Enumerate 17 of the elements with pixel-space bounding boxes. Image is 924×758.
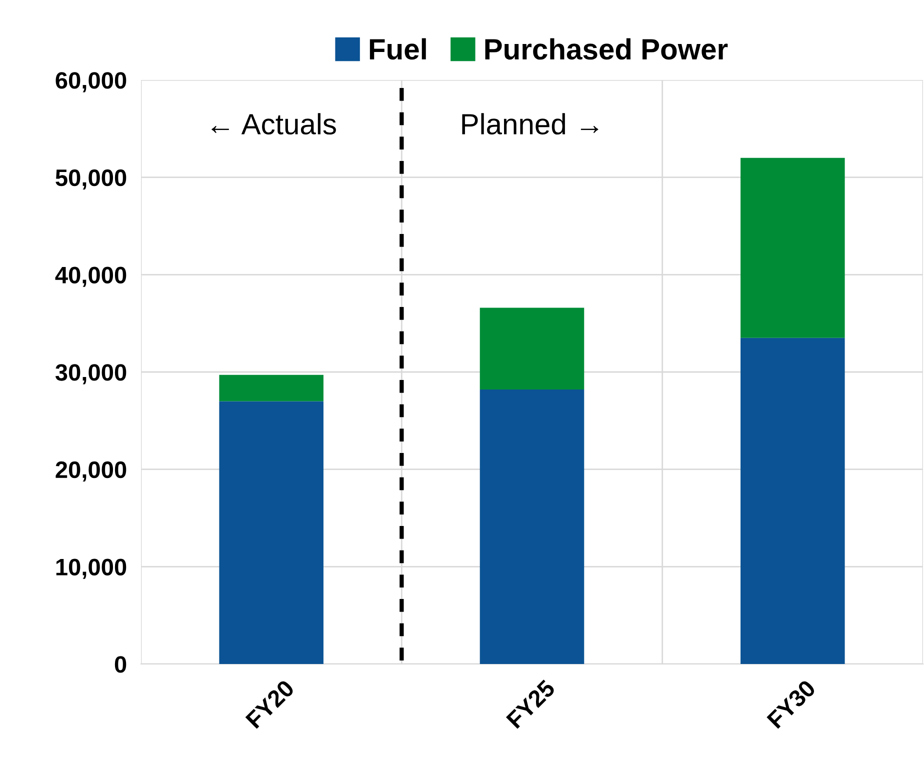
bar <box>480 390 584 664</box>
y-tick-label: 30,000 <box>55 364 126 384</box>
y-tick-label: 0 <box>114 656 126 673</box>
bar <box>740 338 845 664</box>
y-tick-label: 10,000 <box>56 558 126 579</box>
y-tick-label: 60,000 <box>56 72 126 92</box>
bar <box>219 374 324 402</box>
bar <box>480 308 584 390</box>
bar <box>740 158 845 338</box>
y-tick-label: 40,000 <box>55 266 126 287</box>
annotation: ← Actuals <box>212 113 336 135</box>
annotation: Planned → <box>462 113 598 135</box>
y-tick-label: 50,000 <box>56 169 126 190</box>
y-tick-label: 20,000 <box>56 461 126 482</box>
bar <box>219 401 324 664</box>
legend-label: Fuel <box>370 38 426 60</box>
legend-label: Purchased Power <box>485 38 728 60</box>
